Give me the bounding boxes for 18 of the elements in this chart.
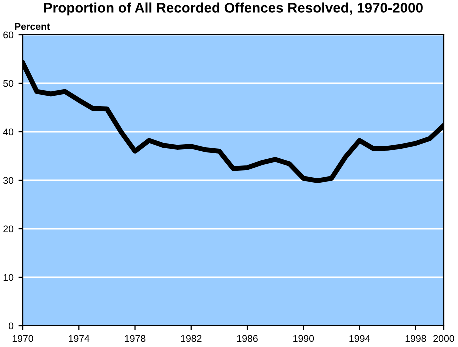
x-tick-label: 1982 <box>181 335 202 342</box>
x-tick-label: 1986 <box>237 335 258 342</box>
y-axis-title: Percent <box>15 23 50 30</box>
x-tick-label: 1994 <box>350 335 370 342</box>
x-tick-label: 2000 <box>434 335 454 342</box>
y-tick-label: 0 <box>8 322 14 330</box>
y-tick-label: 60 <box>4 32 14 39</box>
x-tick-label: 1998 <box>406 335 426 342</box>
x-tick-label: 1970 <box>12 335 34 342</box>
y-tick-label: 10 <box>4 274 14 282</box>
y-tick-label: 50 <box>4 80 14 88</box>
x-tick-label: 1990 <box>294 335 314 342</box>
x-tick-label: 1974 <box>69 335 90 342</box>
x-tick-label: 1978 <box>125 335 146 342</box>
y-tick-label: 20 <box>4 226 14 233</box>
chart-title: Proportion of All Recorded Offences Resolved, 1970-2000 <box>44 2 423 16</box>
y-tick-label: 30 <box>4 177 14 184</box>
y-tick-label: 40 <box>3 128 14 136</box>
